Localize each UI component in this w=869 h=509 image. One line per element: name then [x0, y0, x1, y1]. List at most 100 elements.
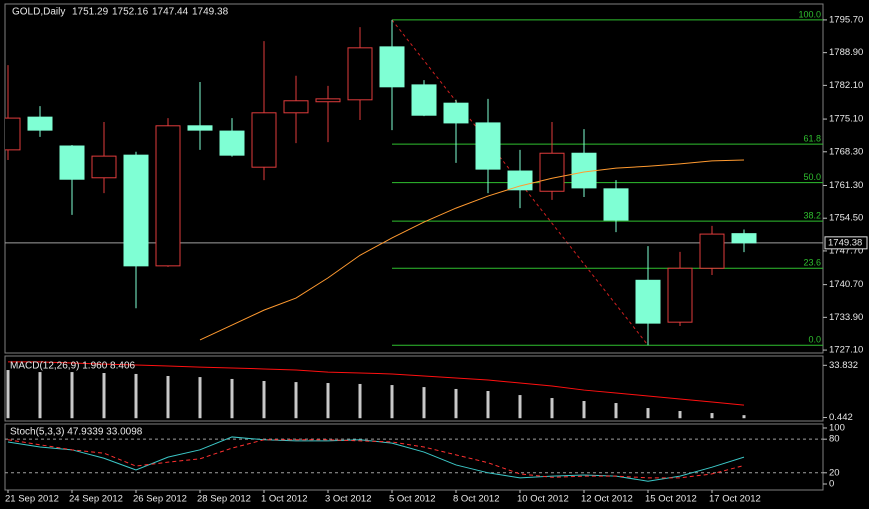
macd-bar: [422, 387, 426, 419]
candle-body: [187, 125, 213, 131]
y-tick-label: 1740.70: [829, 279, 863, 290]
candle-body: [219, 130, 245, 156]
y-tick-label: 33.832: [829, 360, 858, 371]
macd-bar: [390, 385, 394, 419]
macd-bar: [710, 413, 714, 419]
x-tick-label: 5 Oct 2012: [389, 494, 435, 505]
macd-bar: [326, 383, 330, 419]
labels: GOLD,Daily 1751.29 1752.16 1747.44 1749.…: [10, 7, 229, 438]
y-tick-label: 1775.10: [829, 114, 863, 125]
macd-bar: [582, 401, 586, 419]
y-tick-label: 1747.70: [829, 245, 863, 256]
macd-title: MACD(12,26,9) 1.960 8.406: [10, 361, 136, 372]
fib-label: 38.2: [803, 210, 821, 220]
y-tick-label: 1733.90: [829, 312, 863, 323]
y-tick-label: 100: [829, 422, 845, 433]
candle-body: [411, 84, 437, 116]
macd-bar: [230, 378, 234, 419]
last-price-box: [824, 236, 868, 250]
x-tick-label: 21 Sep 2012: [5, 494, 59, 505]
macd-bar: [198, 377, 202, 419]
macd-panel-frame: [4, 355, 824, 422]
macd-bar: [550, 398, 554, 419]
candle-body: [539, 152, 565, 192]
y-tick-label: 0.442: [829, 412, 853, 423]
stoch-plot: [5, 436, 823, 482]
y-tick-label: 80: [829, 434, 840, 445]
candle-body: [603, 188, 629, 221]
fib-label: 23.6: [803, 258, 821, 268]
macd-bar: [646, 408, 650, 419]
candle-body: [251, 112, 277, 168]
candle-body: [507, 170, 533, 191]
x-tick-label: 26 Sep 2012: [133, 494, 187, 505]
candle-body: [731, 233, 757, 244]
candle-body: [475, 122, 501, 170]
macd-bar: [742, 415, 746, 419]
macd-bar: [166, 375, 170, 419]
candle-body: [443, 102, 469, 124]
macd-plot: [6, 361, 746, 419]
fib-label: 50.0: [803, 172, 821, 182]
fib-label: 100.0: [798, 9, 821, 19]
chart-title: GOLD,Daily: [12, 7, 65, 18]
x-tick-label: 1 Oct 2012: [261, 494, 307, 505]
macd-bar: [102, 373, 106, 419]
macd-bar: [486, 391, 490, 419]
last-low: 1747.44: [152, 7, 189, 18]
last-price-label: 1749.38: [828, 237, 862, 248]
macd-bar: [518, 395, 522, 419]
x-tick-label: 15 Oct 2012: [645, 494, 697, 505]
last-open: 1751.29: [72, 7, 109, 18]
candle-body: [123, 154, 149, 267]
candle-body: [283, 100, 309, 114]
candle-body: [315, 98, 341, 103]
macd-bar: [294, 382, 298, 419]
main-panel-frame: [4, 3, 824, 354]
macd-bar: [614, 403, 618, 419]
x-tick-label: 10 Oct 2012: [517, 494, 569, 505]
candle-body: [59, 145, 85, 180]
candle-body: [91, 155, 117, 179]
macd-bar: [678, 411, 682, 419]
candle-body: [27, 116, 53, 131]
candle-body: [699, 233, 725, 269]
y-tick-label: 1782.10: [829, 80, 863, 91]
main-plot: 100.0 61.8 50.0 38.2 23.6 0.0: [5, 9, 823, 346]
candle-body: [667, 267, 693, 323]
macd-bar: [6, 370, 10, 419]
x-tick-label: 8 Oct 2012: [453, 494, 499, 505]
x-tick-label: 12 Oct 2012: [581, 494, 633, 505]
macd-bar: [262, 380, 266, 419]
y-tick-label: 1788.90: [829, 47, 863, 58]
axes: 1795.70 1788.90 1782.10 1775.10 1768.30 1761.…: [5, 14, 868, 505]
stoch-signal: [7, 439, 745, 479]
candle-body: [379, 46, 405, 88]
last-close: 1749.38: [192, 7, 229, 18]
candle-body: [155, 125, 181, 267]
macd-bar: [454, 388, 458, 419]
fib-label: 61.8: [803, 133, 821, 143]
macd-bar: [358, 383, 362, 419]
x-tick-label: 28 Sep 2012: [197, 494, 251, 505]
macd-bar: [134, 373, 138, 419]
candle-body: [635, 279, 661, 324]
y-tick-label: 1761.30: [829, 180, 863, 191]
y-tick-label: 1795.70: [829, 14, 863, 25]
macd-bar: [38, 372, 42, 419]
candle-body: [347, 47, 373, 101]
y-tick-label: 1754.50: [829, 213, 863, 224]
y-tick-label: 1768.30: [829, 146, 863, 157]
x-tick-label: 24 Sep 2012: [69, 494, 123, 505]
stoch-panel-frame: [4, 423, 824, 491]
y-tick-label: 0: [829, 479, 834, 490]
fib-label: 0.0: [808, 335, 821, 345]
y-tick-label: 1727.10: [829, 345, 863, 356]
y-tick-label: 20: [829, 467, 840, 478]
candle-body: [5, 117, 21, 151]
moving-average: [199, 159, 745, 341]
macd-signal: [8, 361, 745, 406]
x-tick-label: 3 Oct 2012: [325, 494, 371, 505]
